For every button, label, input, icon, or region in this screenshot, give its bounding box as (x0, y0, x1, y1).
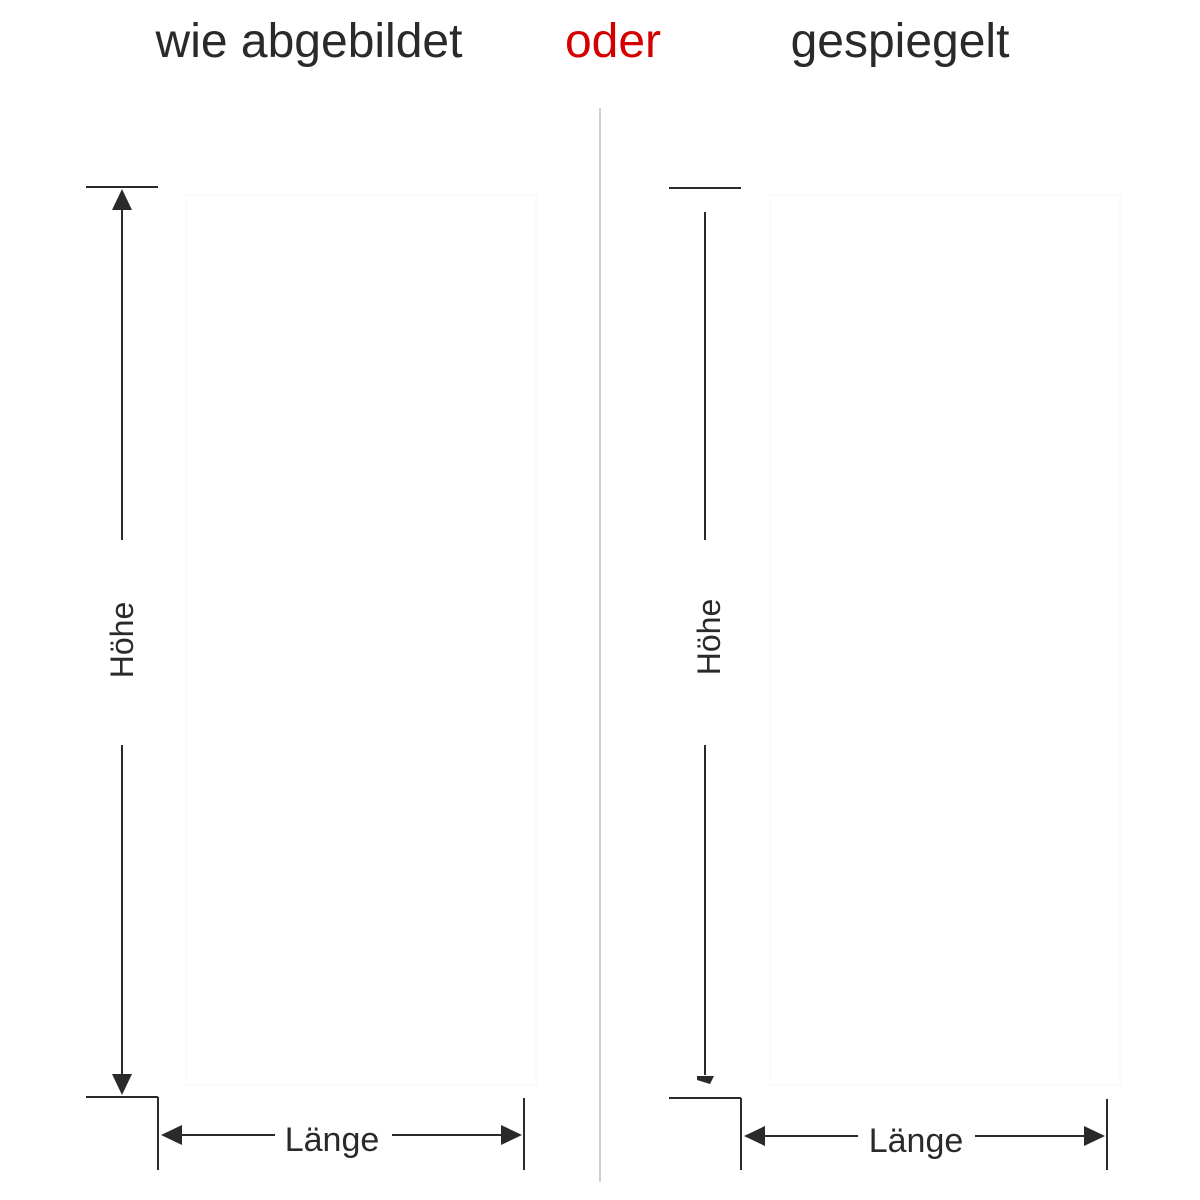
panel-artwork-left (185, 194, 537, 1086)
arrowheads-left (112, 189, 522, 1145)
arrowheads-right (697, 1076, 1105, 1146)
height-label-left: Höhe (104, 602, 140, 679)
panel-left (86, 186, 525, 1170)
title-as-shown: wie abgebildet (155, 15, 463, 68)
title-or: oder (565, 15, 661, 68)
panel-right (669, 187, 1108, 1170)
title-mirrored: gespiegelt (791, 15, 1010, 68)
height-label-right: Höhe (691, 599, 727, 676)
length-label-left: Länge (285, 1121, 380, 1159)
length-label-right: Länge (869, 1122, 964, 1160)
panel-artwork-right (769, 194, 1121, 1086)
